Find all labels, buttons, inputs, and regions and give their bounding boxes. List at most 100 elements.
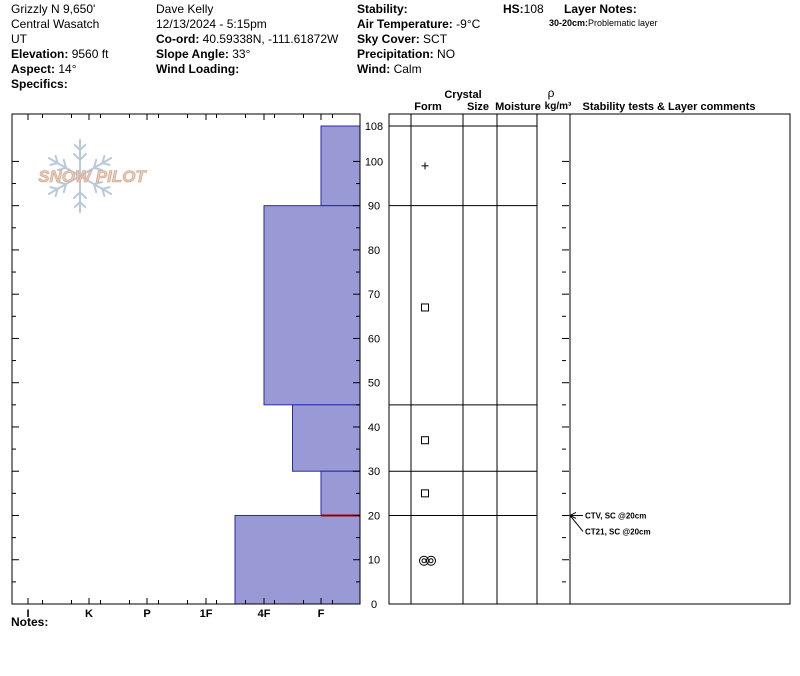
test-arrow-head (568, 512, 577, 519)
hs-row: HS:108 (503, 2, 544, 16)
height-label: 30 (368, 466, 380, 478)
hardness-label: 1F (200, 608, 213, 620)
flake-branch (73, 143, 81, 152)
stability-row: Stability: (357, 2, 408, 16)
flake-branch (54, 188, 59, 197)
ring-inner (421, 558, 427, 564)
flake-arm (79, 157, 113, 177)
coord-row: Co-ord: 40.59338N, -111.61872W (156, 32, 339, 46)
header-col-1: Grizzly N 9,650' Central Wasatch UT Elev… (11, 2, 108, 92)
header-col-3: Stability: Air Temperature: -9°C Sky Cov… (357, 2, 480, 77)
hardness-layer (320, 470, 361, 516)
hardness-layers (234, 125, 361, 605)
flake-branch (79, 200, 87, 209)
height-label: 0 (371, 599, 377, 611)
height-label: 40 (368, 422, 380, 434)
sky-row: Sky Cover: SCT (357, 32, 448, 46)
observation-datetime: 12/13/2024 - 5:15pm (156, 17, 267, 31)
notes-label: Notes: (11, 615, 49, 629)
snowpilot-logo: SNOW PILOT (38, 139, 148, 213)
new-snow-icon (421, 162, 429, 170)
layer-notes-label: Layer Notes: (564, 2, 637, 16)
precip-row: Precipitation: NO (357, 47, 456, 61)
hardness-label: 4F (258, 608, 271, 620)
coord-value: 40.59338N, -111.61872W (202, 32, 339, 46)
air-temp-value: -9°C (456, 17, 481, 31)
profile-border (11, 113, 361, 605)
flake-branch (93, 158, 98, 169)
height-label: 108 (365, 121, 383, 133)
crystal-header: Crystal (444, 89, 481, 101)
flake-branch (93, 166, 103, 171)
form-header: Form (414, 101, 442, 113)
flake-branch (93, 183, 98, 194)
sky-value: SCT (423, 32, 448, 46)
height-label: 80 (368, 245, 380, 257)
observer-name: Dave Kelly (156, 2, 214, 16)
range-name: Central Wasatch (11, 17, 100, 31)
hardness-label: P (143, 608, 150, 620)
flake-branch (73, 152, 81, 161)
flake-branch (101, 186, 111, 190)
wind-row: Wind: Calm (357, 62, 422, 76)
logo-text: SNOW PILOT (38, 167, 147, 186)
grain-forms (419, 162, 436, 566)
elevation-row: Elevation: 9560 ft (11, 47, 109, 61)
rho-header: ρ (548, 86, 555, 100)
grain-table (388, 113, 791, 605)
aspect-row: Aspect: 14° (11, 62, 77, 76)
stability-test-label: CTV, SC @20cm (585, 511, 646, 520)
height-label: 60 (368, 333, 380, 345)
slope-row: Slope Angle: 33° (156, 47, 251, 61)
hardness-layer (292, 404, 361, 472)
height-label: 10 (368, 555, 380, 567)
flake-branch (73, 191, 81, 200)
flake-branch (101, 155, 106, 164)
wind-loading-row: Wind Loading: (156, 62, 240, 76)
ring-outer (426, 555, 436, 566)
layer-note-text: Problematic layer (588, 18, 658, 28)
moisture-header: Moisture (495, 101, 541, 113)
stability-tests-header: Stability tests & Layer comments (582, 101, 755, 113)
height-label: 70 (368, 289, 380, 301)
size-header: Size (467, 101, 489, 113)
height-label: 100 (365, 156, 383, 168)
height-label: 20 (368, 510, 380, 522)
flake-branch (79, 143, 87, 152)
layer-note-depth: 30-20cm: (549, 18, 589, 28)
hardness-axis: I K P 1F 4F F (26, 114, 333, 620)
grain-table-border (388, 113, 791, 605)
flake-branch (62, 158, 67, 169)
flake-branch (93, 181, 103, 186)
flake-branch (101, 162, 111, 166)
snowflake-icon (47, 139, 113, 213)
location-name: Grizzly N 9,650' (11, 2, 96, 16)
test-pointer (569, 515, 584, 532)
slope-value: 33° (232, 47, 251, 61)
profile-frame (11, 113, 361, 605)
wind-value: Calm (393, 62, 422, 76)
elevation-value: 9560 ft (71, 47, 109, 61)
melt-freeze-icon (419, 555, 436, 566)
hs-value: 108 (523, 2, 544, 16)
flake-branch (49, 186, 59, 190)
hardness-layer (320, 125, 361, 207)
specifics-row: Specifics: (11, 77, 68, 91)
density-header: kg/m³ (545, 101, 572, 112)
header-col-2: Dave Kelly 12/13/2024 - 5:15pm Co-ord: 4… (156, 2, 338, 77)
flake-branch (79, 191, 87, 200)
height-label: 50 (368, 378, 380, 390)
faceted-icon (421, 489, 429, 498)
layer-note-row: 30-20cm:Problematic layer (549, 18, 658, 28)
faceted-icon (421, 436, 429, 445)
flake-branch (62, 183, 67, 194)
hardness-label: F (318, 608, 325, 620)
air-temp-row: Air Temperature: -9°C (357, 17, 481, 31)
flake-branch (57, 181, 67, 186)
flake-branch (54, 155, 59, 164)
precip-value: NO (437, 47, 456, 61)
faceted-icon (421, 303, 429, 312)
stability-tests: CTV, SC @20cm CT21, SC @20cm (568, 511, 651, 536)
hardness-layer (263, 205, 361, 406)
